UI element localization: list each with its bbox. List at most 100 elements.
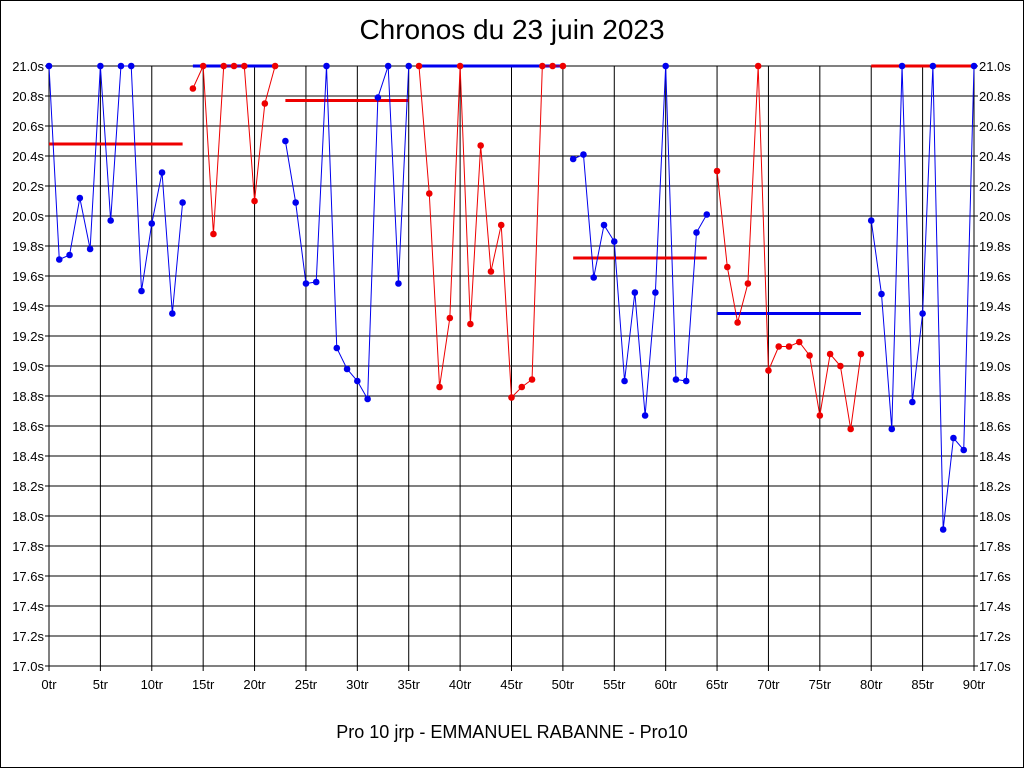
- y-tick-label-right: 20.0s: [979, 209, 1011, 224]
- chart-title: Chronos du 23 juin 2023: [359, 14, 665, 45]
- data-point: [251, 197, 258, 205]
- y-tick-label-left: 19.4s: [12, 299, 44, 314]
- x-tick-label: 50tr: [552, 677, 575, 692]
- y-tick-label-right: 20.2s: [979, 179, 1011, 194]
- data-point: [765, 367, 772, 374]
- y-tick-label-left: 17.2s: [12, 629, 44, 644]
- data-point: [754, 62, 762, 70]
- data-point: [744, 280, 752, 287]
- y-tick-label-right: 19.6s: [979, 269, 1011, 284]
- y-tick-label-right: 17.8s: [979, 539, 1011, 554]
- x-tick-label: 35tr: [398, 677, 421, 692]
- data-point: [446, 314, 454, 322]
- y-tick-label-right: 17.0s: [979, 659, 1011, 674]
- data-point: [559, 62, 567, 70]
- y-tick-label-left: 20.8s: [12, 89, 44, 104]
- data-point: [631, 289, 639, 296]
- data-point: [415, 62, 423, 70]
- y-tick-label-right: 20.8s: [979, 89, 1011, 104]
- data-point: [374, 94, 382, 101]
- y-tick-label-right: 18.6s: [979, 419, 1011, 434]
- data-point: [240, 62, 248, 70]
- data-point: [518, 383, 526, 391]
- y-tick-label-right: 19.0s: [979, 359, 1011, 374]
- x-tick-label: 85tr: [911, 677, 934, 692]
- x-tick-label: 20tr: [243, 677, 266, 692]
- y-tick-label-left: 18.6s: [12, 419, 44, 434]
- data-point: [652, 289, 659, 296]
- data-point: [261, 100, 269, 107]
- data-point: [672, 376, 680, 383]
- data-point: [837, 362, 844, 370]
- x-tick-label: 80tr: [860, 677, 883, 692]
- x-tick-label: 90tr: [963, 677, 986, 692]
- data-point: [600, 221, 608, 229]
- x-tick-label: 55tr: [603, 677, 626, 692]
- data-point: [795, 338, 803, 346]
- y-tick-label-left: 20.4s: [12, 149, 44, 164]
- data-point: [312, 278, 320, 286]
- y-tick-label-right: 17.2s: [979, 629, 1011, 644]
- y-tick-label-left: 19.0s: [12, 359, 44, 374]
- data-point: [508, 394, 515, 401]
- data-point: [497, 221, 505, 229]
- data-point: [610, 238, 618, 245]
- data-point: [816, 412, 824, 419]
- x-tick-label: 60tr: [654, 677, 677, 692]
- y-tick-label-right: 19.2s: [979, 329, 1011, 344]
- data-point: [569, 155, 577, 163]
- data-point: [86, 245, 94, 253]
- y-tick-label-left: 17.4s: [12, 599, 44, 614]
- y-tick-label-left: 17.8s: [12, 539, 44, 554]
- data-point: [590, 274, 598, 281]
- y-tick-label-left: 19.8s: [12, 239, 44, 254]
- data-point: [898, 62, 906, 70]
- data-point: [323, 62, 330, 70]
- data-point: [343, 365, 351, 373]
- series-line: [48, 65, 184, 314]
- data-point: [857, 350, 865, 358]
- data-point: [970, 62, 978, 70]
- data-point: [271, 62, 279, 70]
- data-point: [528, 376, 536, 383]
- data-point: [724, 263, 731, 271]
- data-point: [117, 62, 125, 70]
- data-point: [107, 217, 114, 224]
- y-tick-label-left: 17.6s: [12, 569, 44, 584]
- x-tick-label: 30tr: [346, 677, 369, 692]
- data-point: [682, 377, 690, 385]
- y-tick-label-left: 21.0s: [12, 59, 44, 74]
- x-tick-label: 65tr: [706, 677, 729, 692]
- data-point: [405, 62, 413, 70]
- data-point: [199, 62, 207, 70]
- y-tick-label-right: 19.4s: [979, 299, 1011, 314]
- y-tick-label-left: 20.2s: [12, 179, 44, 194]
- data-point: [549, 62, 556, 70]
- y-tick-label-right: 18.2s: [979, 479, 1011, 494]
- data-point: [580, 151, 587, 158]
- y-tick-label-right: 21.0s: [979, 59, 1011, 74]
- data-point: [929, 62, 937, 70]
- y-tick-label-left: 18.0s: [12, 509, 44, 524]
- y-tick-label-left: 20.0s: [12, 209, 44, 224]
- data-point: [477, 142, 484, 149]
- data-point: [354, 377, 361, 385]
- data-point: [292, 199, 299, 206]
- x-tick-label: 10tr: [141, 677, 164, 692]
- y-tick-label-right: 19.8s: [979, 239, 1011, 254]
- data-point: [539, 62, 546, 70]
- data-point: [364, 395, 371, 403]
- data-point: [220, 62, 228, 70]
- data-point: [138, 287, 145, 295]
- data-point: [210, 230, 217, 238]
- data-point: [66, 251, 73, 259]
- y-tick-label-left: 19.2s: [12, 329, 44, 344]
- data-point: [775, 343, 783, 350]
- data-point: [127, 62, 135, 70]
- y-tick-label-right: 18.4s: [979, 449, 1011, 464]
- data-point: [939, 526, 947, 533]
- y-tick-label-right: 20.4s: [979, 149, 1011, 164]
- data-point: [179, 199, 186, 206]
- data-point: [55, 256, 63, 263]
